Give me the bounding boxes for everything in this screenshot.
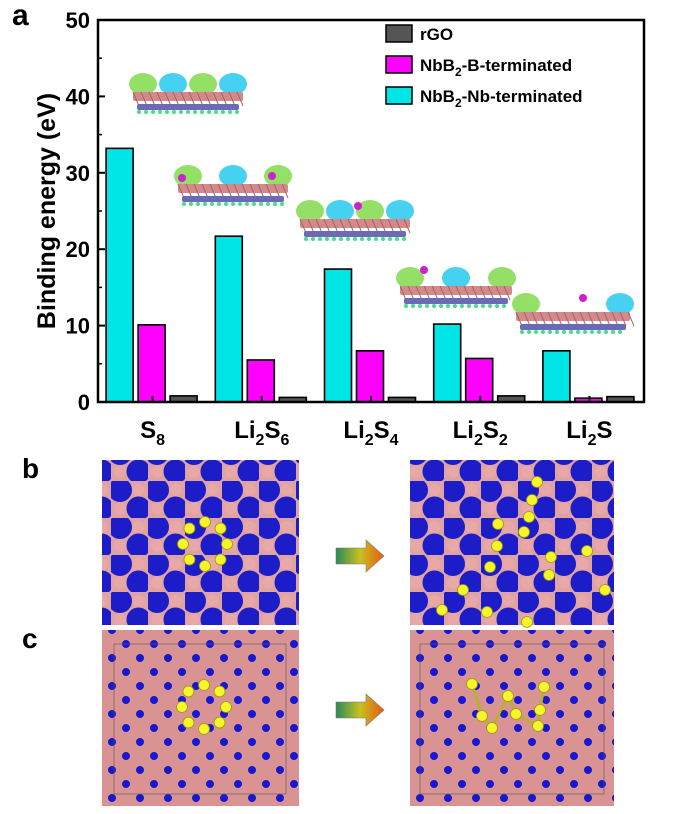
s-atom	[198, 679, 210, 691]
s-atom	[213, 685, 226, 698]
s-atom	[466, 678, 478, 690]
s-atom	[510, 708, 522, 720]
s-atom	[531, 476, 543, 488]
s-atom	[599, 584, 611, 596]
y-tick-label: 40	[66, 84, 90, 109]
s-atom	[199, 516, 211, 528]
s-atom	[543, 569, 555, 581]
s-atom	[213, 716, 226, 729]
s-atom	[484, 561, 496, 573]
s-atom	[214, 553, 227, 566]
structure-insets	[129, 73, 635, 334]
s-atom	[214, 522, 227, 535]
y-axis-title: Binding energy (eV)	[33, 93, 61, 329]
y-tick-label: 10	[66, 314, 90, 339]
bar-nbb2-nb-terminated-li2s	[542, 350, 571, 403]
cell-outline	[113, 643, 287, 795]
panel-label-c: c	[22, 623, 38, 654]
s-atom	[183, 522, 196, 535]
slab-structure-inset	[512, 293, 635, 334]
panel-c-before	[102, 630, 299, 806]
s-atom	[523, 511, 535, 523]
adsorbate-atom	[268, 172, 276, 180]
s-atom	[182, 716, 195, 729]
y-tick-label: 50	[66, 8, 90, 33]
s-atom	[198, 723, 210, 735]
bars	[105, 147, 635, 403]
s-atom	[183, 553, 196, 566]
adsorbate-atom	[420, 266, 428, 274]
s-atom	[518, 526, 530, 538]
adsorbate-atom	[178, 174, 186, 182]
slab-structure-inset	[296, 200, 414, 241]
slab-structure-inset	[129, 73, 247, 114]
s-atom	[545, 551, 557, 563]
y-tick-label: 0	[78, 390, 90, 415]
bar-nbb2-nb-terminated-li2s2	[432, 323, 462, 403]
slab-structure-inset	[174, 165, 292, 206]
s-atom	[221, 538, 233, 550]
bar-chart: 0 10 20 30 40 50 S8 Li2S6 Li2S4 Li2S2 Li2S Bindin…	[33, 8, 646, 449]
panel-b-after	[410, 460, 614, 625]
x-tick-label: S8	[140, 417, 165, 449]
s-atom	[521, 616, 533, 628]
s-atom	[199, 560, 211, 572]
panel-b-before	[102, 460, 299, 625]
bar-nbb2-b-terminated-s8	[137, 324, 166, 403]
y-tick-label: 30	[66, 161, 90, 186]
s-atom	[436, 604, 448, 616]
legend-label: rGO	[420, 25, 453, 44]
right-arrow	[335, 693, 385, 727]
x-tick-label: Li2S6	[234, 417, 289, 449]
y-axis: 0 10 20 30 40 50	[66, 8, 105, 415]
s-atom	[581, 545, 593, 557]
s8-ring-before-c	[176, 679, 232, 735]
s-atom	[182, 685, 195, 698]
s-atom	[492, 518, 504, 530]
s8-ring-before	[177, 516, 233, 572]
s-atom	[476, 710, 488, 722]
adsorbate-atom	[354, 202, 362, 210]
bar-nbb2-b-terminated-li2s6	[246, 359, 276, 403]
s-atom	[177, 538, 189, 550]
x-tick-label: Li2S	[566, 417, 612, 449]
x-tick-label: Li2S2	[453, 417, 508, 449]
legend-swatch	[385, 55, 413, 74]
s-chain-after-c	[466, 678, 550, 734]
s-atom	[532, 720, 544, 732]
bar-nbb2-b-terminated-li2s4	[355, 350, 385, 403]
panel-label-b: b	[22, 453, 39, 484]
s-atom	[526, 494, 538, 506]
x-tick-label: Li2S4	[343, 417, 398, 449]
s-atom	[457, 584, 469, 596]
right-arrow	[335, 539, 385, 573]
s-atom	[538, 681, 550, 693]
y-tick-label: 20	[66, 237, 90, 262]
s-atom	[176, 701, 188, 713]
legend-label: NbB2-B-terminated	[420, 56, 572, 79]
cell-outline	[419, 643, 605, 795]
slab-structure-inset	[396, 267, 516, 308]
s-atom	[534, 704, 546, 716]
s-atom	[491, 540, 503, 552]
adsorbate-atom	[579, 294, 587, 302]
bar-nbb2-nb-terminated-s8	[105, 147, 134, 403]
legend-swatch	[385, 24, 413, 43]
s-atom	[486, 722, 498, 734]
legend-label: NbB2-Nb-terminated	[420, 87, 583, 110]
bar-nbb2-nb-terminated-li2s6	[214, 235, 244, 403]
x-axis: S8 Li2S6 Li2S4 Li2S2 Li2S	[140, 396, 613, 449]
bar-nbb2-nb-terminated-li2s4	[323, 268, 353, 403]
s-atom	[481, 606, 493, 618]
bar-nbb2-b-terminated-li2s2	[464, 357, 494, 403]
legend: rGO NbB2-B-terminated NbB2-Nb-terminated	[385, 24, 583, 110]
panel-label-a: a	[12, 0, 29, 32]
s-atom	[220, 701, 232, 713]
s-atom	[502, 690, 514, 702]
s-atoms-after-b	[436, 476, 611, 628]
legend-swatch	[385, 86, 413, 105]
